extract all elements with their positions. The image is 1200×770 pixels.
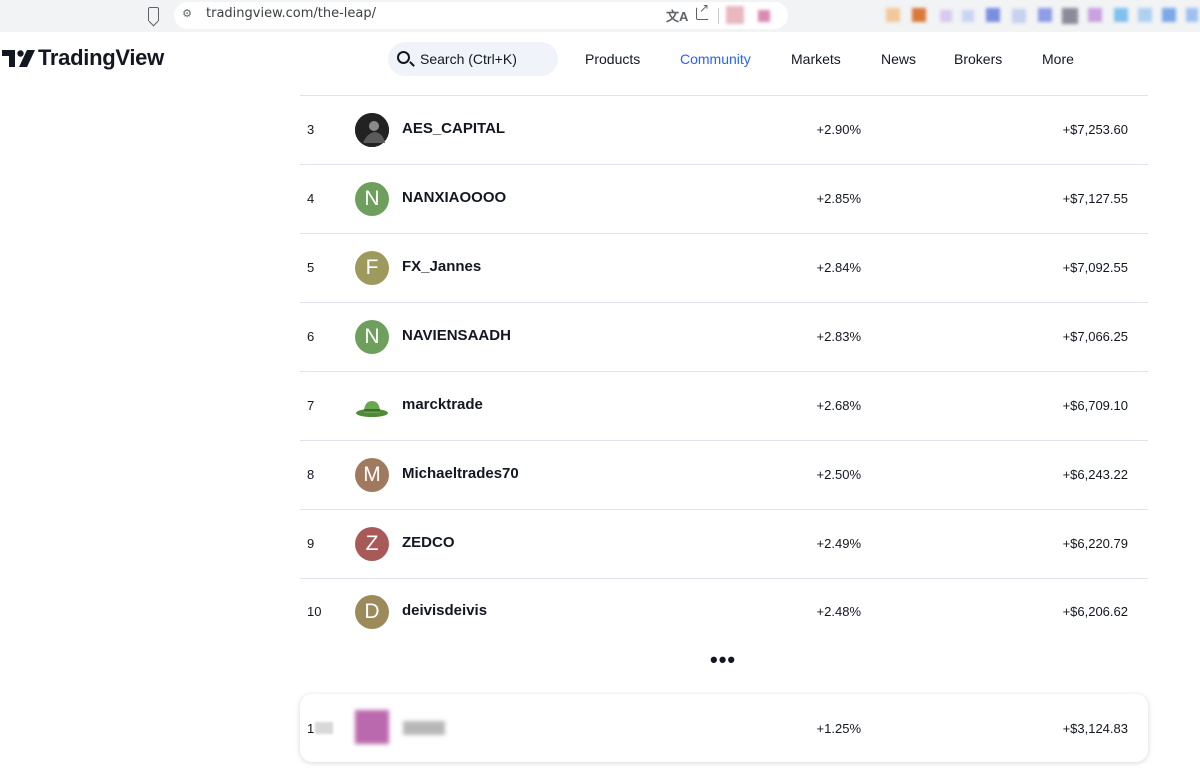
nav-markets[interactable]: Markets: [791, 51, 841, 67]
redacted-username[interactable]: [403, 721, 445, 735]
rank: 6: [307, 329, 315, 344]
return-percent: +2.83%: [816, 329, 861, 344]
avatar[interactable]: [355, 710, 389, 744]
username[interactable]: NAVIENSAADH: [402, 327, 511, 344]
profit-amount: +$6,709.10: [1062, 398, 1128, 413]
blurred-extension-icon[interactable]: [1162, 8, 1176, 22]
blurred-extension-icon[interactable]: [1114, 8, 1128, 22]
return-percent: +2.49%: [816, 536, 861, 551]
return-percent: +2.84%: [816, 260, 861, 275]
avatar[interactable]: [355, 113, 389, 147]
blurred-extension-icon[interactable]: [912, 8, 926, 22]
username[interactable]: marcktrade: [402, 396, 483, 413]
leaderboard-row[interactable]: 9 Z ZEDCO +2.49% +$6,220.79: [300, 510, 1148, 579]
blurred-extension-icon[interactable]: [1038, 8, 1052, 22]
return-percent: +2.48%: [816, 604, 861, 619]
blurred-extension-icon[interactable]: [758, 10, 770, 22]
share-icon[interactable]: [696, 1, 709, 20]
avatar[interactable]: Z: [355, 527, 389, 561]
url-text[interactable]: tradingview.com/the-leap/: [206, 6, 377, 21]
leaderboard-row[interactable]: 4 N NANXIAOOOO +2.85% +$7,127.55: [300, 165, 1148, 234]
return-percent: +2.68%: [816, 398, 861, 413]
toolbar-divider: [718, 8, 719, 24]
leaderboard-row[interactable]: 3 AES_CAPITAL +2.90% +$7,253.60: [300, 96, 1148, 165]
avatar[interactable]: N: [355, 182, 389, 216]
rank: 5: [307, 260, 315, 275]
rank: 9: [307, 536, 315, 551]
return-percent: +1.25%: [816, 721, 861, 736]
profit-amount: +$6,220.79: [1062, 536, 1128, 551]
username[interactable]: Michaeltrades70: [402, 465, 519, 482]
avatar[interactable]: N: [355, 320, 389, 354]
tradingview-logo-icon[interactable]: [2, 50, 36, 67]
bookmark-icon[interactable]: [148, 7, 159, 21]
redacted-rank: [315, 722, 333, 734]
profit-amount: +$7,253.60: [1062, 122, 1128, 137]
return-percent: +2.85%: [816, 191, 861, 206]
rank: 8: [307, 467, 315, 482]
return-percent: +2.50%: [816, 467, 861, 482]
blurred-extension-icon[interactable]: [1186, 8, 1198, 22]
rank: 3: [307, 122, 315, 137]
search-placeholder: Search (Ctrl+K): [420, 51, 517, 67]
profit-amount: +$7,092.55: [1062, 260, 1128, 275]
username[interactable]: deivisdeivis: [402, 602, 488, 619]
blurred-extension-icon[interactable]: [1062, 8, 1078, 24]
rank: 4: [307, 191, 315, 206]
blurred-extension-icon[interactable]: [1088, 8, 1102, 22]
search-icon: [397, 51, 410, 64]
leaderboard-row[interactable]: 5 F FX_Jannes +2.84% +$7,092.55: [300, 234, 1148, 303]
ellipsis-separator: •••: [710, 647, 737, 672]
avatar[interactable]: [355, 389, 389, 423]
blurred-extension-icon[interactable]: [1138, 8, 1152, 22]
rank: 7: [307, 398, 315, 413]
person-photo-icon: [355, 113, 389, 147]
profit-amount: +$7,066.25: [1062, 329, 1128, 344]
profit-amount: +$7,127.55: [1062, 191, 1128, 206]
browser-toolbar: ⚙ tradingview.com/the-leap/ 文A: [0, 0, 1200, 32]
profit-amount: +$6,206.62: [1062, 604, 1128, 619]
username[interactable]: ZEDCO: [402, 534, 455, 551]
nav-community[interactable]: Community: [680, 51, 751, 67]
site-info-icon[interactable]: ⚙: [182, 8, 192, 20]
site-header: [0, 32, 1200, 86]
avatar[interactable]: D: [355, 595, 389, 629]
avatar[interactable]: F: [355, 251, 389, 285]
avatar[interactable]: M: [355, 458, 389, 492]
return-percent: +2.90%: [816, 122, 861, 137]
blurred-extension-icon[interactable]: [962, 10, 974, 22]
nav-products[interactable]: Products: [585, 51, 641, 67]
leaderboard-row[interactable]: 10 D deivisdeivis +2.48% +$6,206.62: [300, 578, 1148, 647]
profit-amount: +$6,243.22: [1062, 467, 1128, 482]
search-button[interactable]: Search (Ctrl+K): [388, 42, 558, 76]
nav-brokers[interactable]: Brokers: [954, 51, 1003, 67]
nav-more[interactable]: More: [1042, 51, 1074, 67]
green-hat-icon: [356, 401, 388, 417]
blurred-extension-icon[interactable]: [940, 10, 952, 22]
translate-icon[interactable]: 文A: [666, 9, 689, 24]
profile-avatar-icon[interactable]: [726, 6, 744, 24]
profit-amount: +$3,124.83: [1062, 721, 1128, 736]
leaderboard-row[interactable]: 8 M Michaeltrades70 +2.50% +$6,243.22: [300, 441, 1148, 510]
divider: [300, 95, 1148, 96]
rank: 10: [307, 604, 322, 619]
leaderboard-row[interactable]: 6 N NAVIENSAADH +2.83% +$7,066.25: [300, 303, 1148, 372]
blurred-extension-icon[interactable]: [886, 8, 900, 22]
rank: 1: [307, 721, 315, 736]
current-user-row[interactable]: 1 +1.25% +$3,124.83: [300, 694, 1148, 762]
address-bar[interactable]: [174, 2, 788, 29]
username[interactable]: FX_Jannes: [402, 258, 482, 275]
leaderboard-row[interactable]: 7 marcktrade +2.68% +$6,709.10: [300, 372, 1148, 441]
blurred-extension-icon[interactable]: [1012, 9, 1026, 23]
nav-news[interactable]: News: [881, 51, 917, 67]
username[interactable]: NANXIAOOOO: [402, 189, 507, 206]
blurred-extension-icon[interactable]: [986, 8, 1000, 22]
username[interactable]: AES_CAPITAL: [402, 120, 506, 137]
logo-wordmark[interactable]: TradingView: [38, 45, 164, 70]
